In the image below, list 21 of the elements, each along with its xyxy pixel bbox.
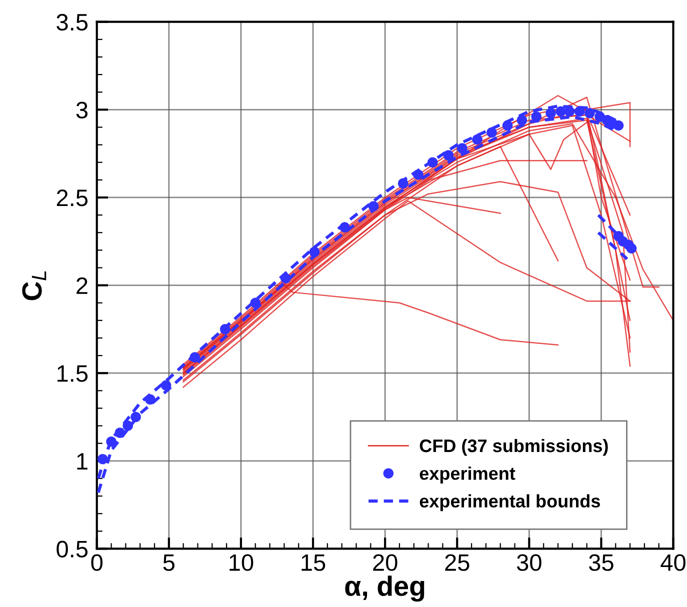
legend-label: experiment	[420, 466, 516, 484]
y-axis-title: C$_{L}$	[22, 271, 46, 300]
x-tick-label: 30	[516, 554, 542, 571]
y-tick-label: 2.5	[56, 190, 88, 206]
x-tick-label: 0	[91, 554, 103, 571]
x-tick-label: 20	[373, 554, 398, 571]
y-tick-label: 1	[77, 453, 88, 470]
x-axis-title: α, deg	[345, 576, 424, 602]
x-tick-label: 5	[163, 554, 174, 571]
y-tick-label: 3	[76, 102, 88, 118]
legend-label: experimental bounds	[420, 494, 600, 512]
y-tick-label: 1.5	[58, 365, 88, 382]
x-tick-label: 40	[660, 554, 686, 571]
y-tick-label: 0.5	[56, 540, 88, 558]
x-tick-label: 10	[230, 554, 254, 571]
legend-label: CFD (37 submissions)	[420, 438, 608, 456]
x-tick-label: 25	[445, 554, 470, 571]
y-tick-label: 3.5	[56, 14, 88, 31]
x-tick-label: 15	[302, 554, 326, 571]
y-tick-label: 2	[76, 277, 88, 294]
x-tick-label: 35	[588, 554, 614, 571]
